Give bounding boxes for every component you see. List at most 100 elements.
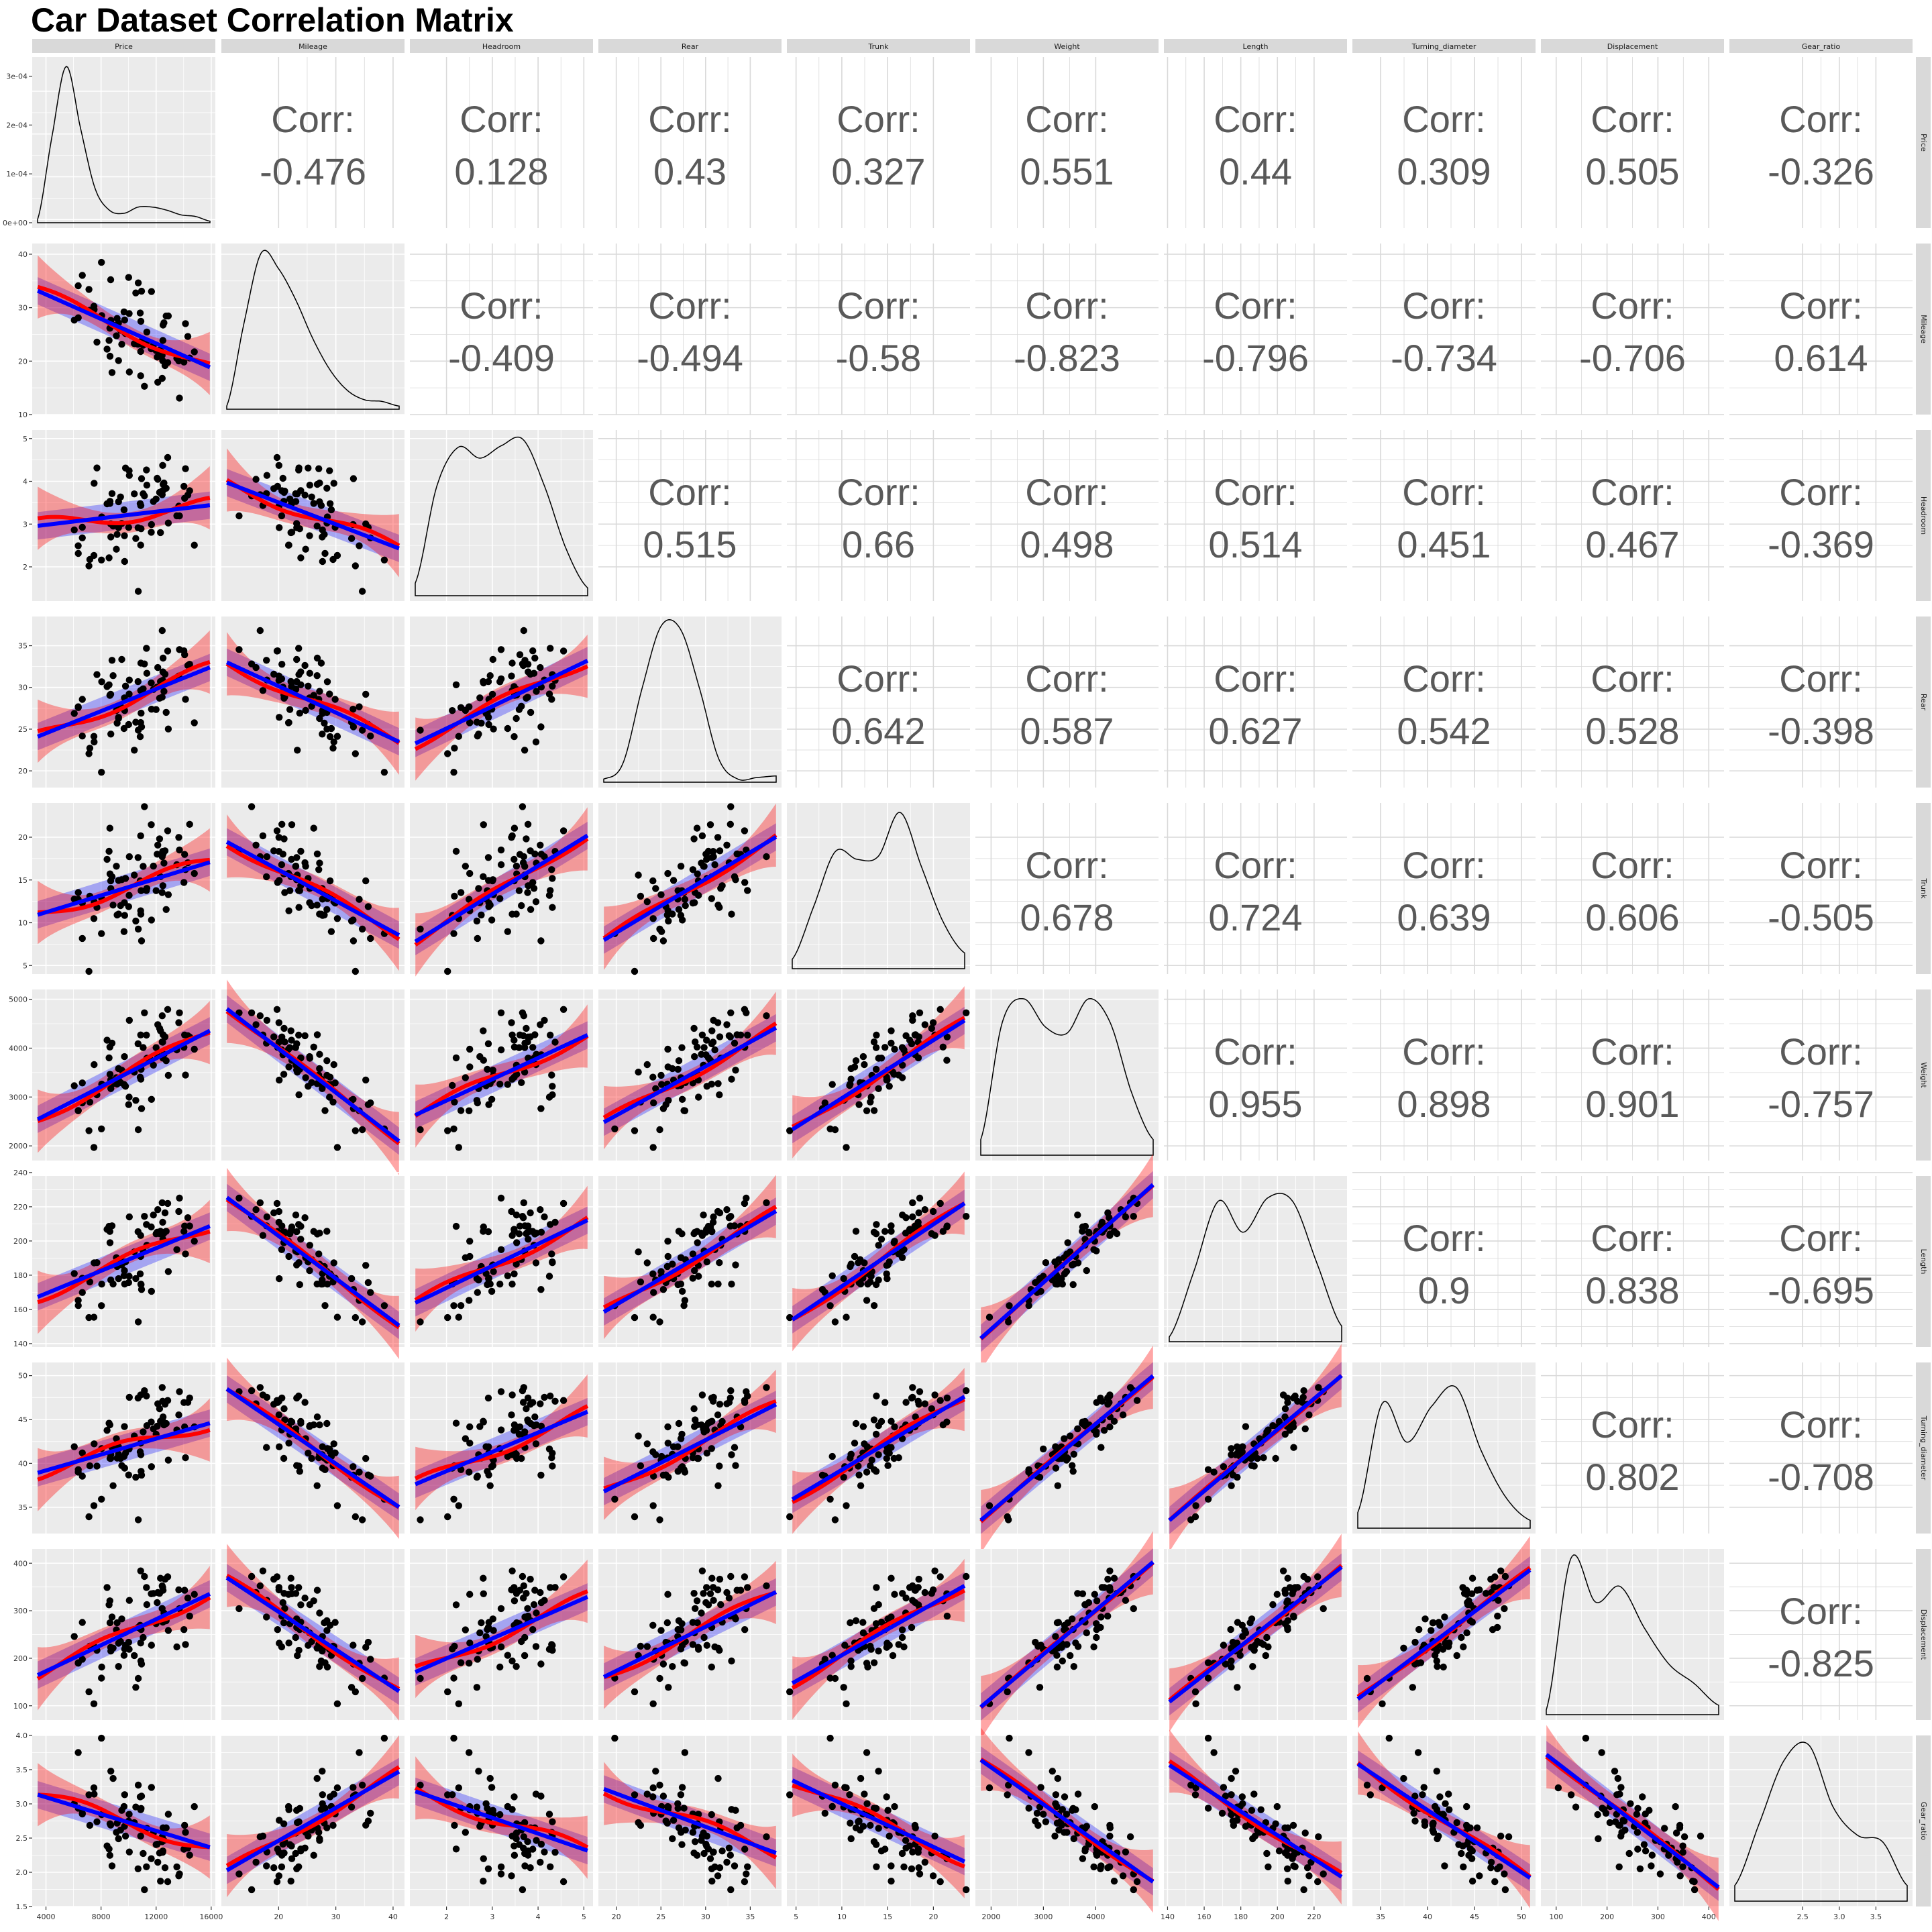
scatter-point (1281, 1405, 1289, 1413)
scatter-point (315, 866, 323, 873)
scatter-point (107, 533, 115, 541)
scatter-point (136, 1448, 144, 1456)
scatter-point (132, 718, 140, 726)
scatter-point (508, 1657, 516, 1665)
scatter-point (466, 1640, 474, 1647)
scatter-point (1052, 1791, 1060, 1799)
scatter-point (665, 917, 672, 925)
scatter-point (902, 1032, 910, 1040)
scatter-point (138, 723, 146, 731)
scatter-point (669, 910, 676, 918)
scatter-point (741, 879, 749, 886)
scatter-point (140, 1428, 147, 1436)
scatter-point (1460, 1590, 1468, 1597)
scatter-point (462, 706, 469, 714)
scatter-point (132, 289, 140, 297)
scatter-point (273, 1199, 281, 1208)
scatter-point (828, 1452, 836, 1460)
scatter-point (180, 879, 188, 886)
scatter-point (98, 1663, 105, 1671)
scatter-point (278, 1863, 286, 1871)
scatter-point (1468, 1574, 1477, 1582)
scatter-point (714, 1586, 722, 1594)
scatter-point (669, 1663, 676, 1670)
scatter-point (279, 851, 286, 858)
scatter-point (547, 1863, 554, 1870)
loess-line (37, 1428, 211, 1482)
scatter-point (1290, 1613, 1297, 1621)
strip-label-top: Headroom (482, 42, 521, 51)
scatter-point (716, 1033, 724, 1040)
scatter-point (333, 733, 341, 740)
scatter-point (889, 1652, 897, 1660)
scatter-point (141, 660, 148, 667)
scatter-point (330, 1061, 337, 1069)
scatter-point (888, 1417, 895, 1425)
scatter-point (125, 1213, 133, 1221)
panel-grid (1729, 1362, 1913, 1534)
scatter-point (85, 1791, 93, 1799)
scatter-point (649, 1502, 657, 1509)
scatter-point (898, 1626, 906, 1633)
scatter-point (741, 827, 749, 835)
scatter-point (98, 1734, 105, 1742)
scatter-point (916, 1194, 924, 1202)
chart-title: Car Dataset Correlation Matrix (31, 1, 514, 39)
scatter-point (689, 1641, 697, 1648)
scatter-point (1234, 1684, 1241, 1691)
scatter-point (278, 1246, 286, 1254)
scatter-point (708, 1865, 716, 1872)
scatter-point (310, 824, 317, 832)
scatter-point (1300, 1572, 1307, 1580)
scatter-point (708, 1445, 716, 1452)
linear-fit-line (37, 665, 211, 739)
scatter-point (559, 1006, 568, 1014)
scatter-point (551, 1397, 559, 1405)
linear-fit-line (225, 1387, 400, 1509)
scatter-point (545, 892, 553, 899)
scatter-point (1130, 1213, 1138, 1220)
scatter-point (98, 258, 105, 266)
scatter-point (843, 1313, 850, 1321)
linear-fit-line (415, 1409, 588, 1487)
scatter-point (235, 646, 243, 653)
scatter-point (98, 678, 105, 686)
scatter-point (137, 1391, 144, 1399)
strip-right-price (1916, 57, 1931, 228)
scatter-point (663, 1819, 671, 1827)
scatter-panel (414, 803, 589, 977)
scatter-point (900, 1643, 908, 1651)
scatter-point (486, 902, 494, 909)
scatter-point (1040, 1445, 1047, 1453)
scatter-point (714, 1280, 722, 1288)
scatter-point (549, 1462, 556, 1470)
corr-value: 0.724 (1208, 896, 1302, 938)
scatter-point (450, 1674, 458, 1682)
scatter-point (486, 1774, 494, 1782)
scatter-point (549, 904, 556, 911)
scatter-point (285, 1440, 292, 1447)
scatter-point (1314, 1573, 1322, 1580)
linear-fit-line (37, 1792, 211, 1849)
scatter-point (884, 1807, 892, 1814)
panel-grid (1541, 989, 1724, 1161)
scatter-point (106, 1597, 113, 1605)
scatter-point (537, 723, 545, 731)
scatter-point (1320, 1605, 1327, 1613)
panel-grid (1352, 1172, 1536, 1347)
panel-grid (1729, 1549, 1913, 1720)
scatter-point (113, 332, 120, 339)
strip-label-top: Price (115, 42, 133, 51)
scatter-point (326, 733, 334, 741)
scatter-point (1459, 1584, 1466, 1591)
scatter-point (1228, 1657, 1235, 1665)
scatter-point (488, 1095, 496, 1104)
scatter-point (347, 535, 356, 542)
scatter-point (847, 1835, 855, 1843)
scatter-point (678, 1230, 686, 1238)
scatter-point (902, 1837, 910, 1844)
scatter-point (140, 1849, 147, 1858)
scatter-point (1093, 1620, 1100, 1627)
scatter-point (1074, 1212, 1081, 1219)
corr-value: -0.398 (1768, 710, 1874, 752)
